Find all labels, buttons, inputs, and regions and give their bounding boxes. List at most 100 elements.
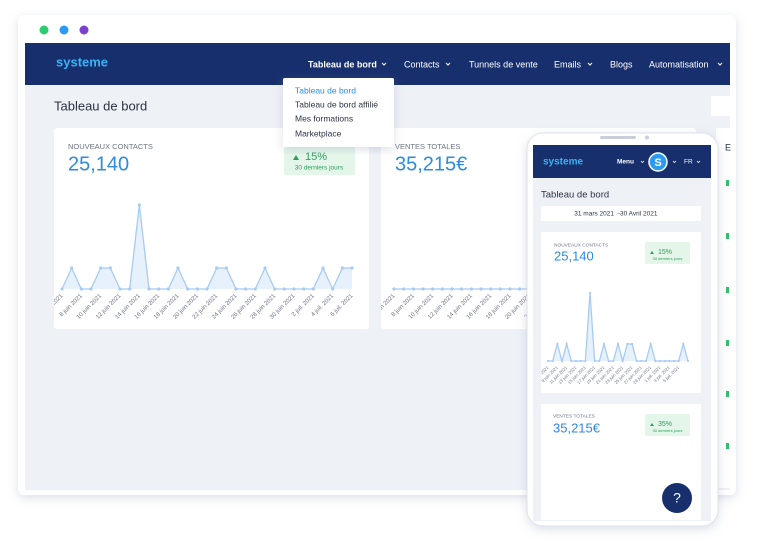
card-label: NOUVEAUX CONTACTS [554,242,608,248]
date-separator: ~ [617,211,621,218]
nav-item[interactable]: Tableau de bord [308,59,377,69]
menu[interactable]: Menu [617,159,634,166]
badge-period: 30 derniers jours [295,165,344,172]
date-box[interactable] [711,96,730,116]
point [469,287,473,291]
card-label: VENTES TOTALES [395,142,460,151]
nav-item[interactable]: Emails [554,59,582,69]
point [560,359,564,363]
point [508,287,512,291]
date-from: 31 mars 2021 [574,211,614,218]
point [663,359,666,363]
point [321,266,325,270]
side-header: E [725,142,731,152]
point [602,342,606,346]
point [479,287,483,291]
date-range[interactable] [541,206,701,221]
point [402,287,406,291]
dropdown-item[interactable]: Tableau de bord affilié [295,99,378,109]
nav-item[interactable]: Tunnels de vente [469,59,538,69]
dropdown [283,78,394,147]
point [331,287,335,291]
point [672,359,676,363]
card-total: 25,140 [68,153,129,175]
avatar-letter: S [654,157,661,169]
point [658,359,662,363]
badge [645,414,690,436]
point [668,359,671,363]
logo[interactable]: systeme [543,157,583,168]
point [612,359,615,363]
badge [645,242,690,264]
side-column [716,128,730,488]
point [118,287,122,291]
badge-change: 15% [658,249,672,256]
page-title: Tableau de bord [54,98,147,113]
point [263,266,267,270]
point [556,342,559,346]
point [195,287,199,291]
phone-camera [645,135,649,140]
dropdown-item[interactable]: Marketplace [295,128,342,138]
card-total: 35,215€ [553,420,601,435]
badge-period: 30 derniers jours [653,428,683,433]
point [79,287,83,291]
point [411,287,415,291]
page-title: Tableau de bord [541,190,609,201]
language[interactable]: FR [684,159,693,166]
point [157,287,161,291]
dropdown-item[interactable]: Tableau de bord [295,85,356,95]
point [546,359,550,363]
point [518,287,522,291]
point [234,287,238,291]
up-arrow [293,155,299,160]
point [621,359,624,363]
point [302,287,306,291]
badge-change: 15% [305,151,327,163]
point [186,287,190,291]
point [616,342,620,346]
point [574,359,578,363]
nav-item[interactable]: Blogs [610,59,633,69]
point [489,287,493,291]
point [686,359,690,363]
point [166,287,170,291]
side-icons [726,180,729,449]
point [215,266,219,270]
area [62,205,352,289]
point [630,342,634,346]
point [431,287,435,291]
point [450,287,454,291]
point [584,359,587,363]
nav-item[interactable]: Contacts [404,59,440,69]
avatar[interactable] [648,152,668,172]
logo[interactable]: systeme [56,54,108,69]
point [579,359,582,363]
card-total: 35,215€ [395,153,467,175]
point [498,287,502,291]
point [565,342,568,346]
dropdown-item[interactable]: Mes formations [295,113,353,123]
point [682,342,685,346]
nav-item[interactable]: Automatisation [649,59,709,69]
point [292,287,296,291]
badge-change: 35% [658,421,672,428]
window-dot [59,25,69,35]
point [137,203,141,207]
chevrons [640,160,701,164]
point [176,266,180,270]
badge-period: 30 derniers jours [653,256,683,261]
point [607,359,610,363]
point [282,287,286,291]
point [460,287,464,291]
help-button[interactable] [662,483,692,513]
point [654,359,657,363]
point [253,287,257,291]
point [440,287,444,291]
point [649,342,652,346]
phone-navbar [533,145,711,178]
point [588,291,592,295]
point [570,359,573,363]
point [644,359,648,363]
